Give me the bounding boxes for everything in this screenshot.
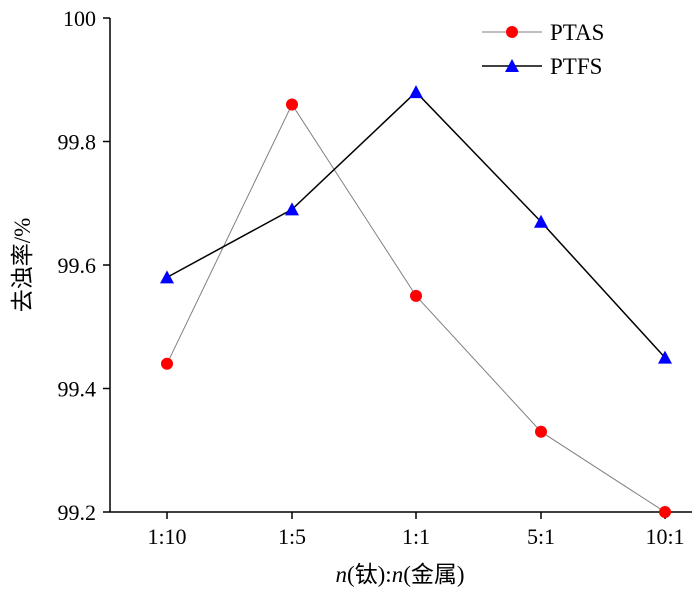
series-line-ptfs <box>166 91 666 359</box>
data-point-ptfs <box>534 214 548 228</box>
x-tick-label: 1:1 <box>402 524 430 549</box>
x-axis-label-part2: (金属) <box>403 562 464 587</box>
x-axis-label-part1: (钛): <box>347 562 392 587</box>
y-tick-label: 99.2 <box>58 500 97 525</box>
series-line-ptas <box>166 103 666 513</box>
y-tick-label: 99.8 <box>58 130 97 155</box>
x-tick-label: 1:5 <box>278 524 306 549</box>
legend-marker <box>506 26 518 38</box>
x-axis-label: n(钛):n(金属) <box>335 562 464 587</box>
data-point-ptfs <box>409 85 423 99</box>
data-point-ptas <box>286 98 298 111</box>
data-point-ptas <box>659 506 671 518</box>
legend-label: PTFS <box>550 54 602 79</box>
x-axis-label-n1: n <box>335 562 347 587</box>
data-point-ptfs <box>658 350 672 364</box>
y-tick-label: 100 <box>63 6 96 31</box>
data-point-ptas <box>161 357 173 370</box>
y-tick-label: 99.6 <box>58 253 97 278</box>
y-axis-label: 去浊率/% <box>10 218 35 313</box>
x-tick-label: 1:10 <box>147 524 186 549</box>
data-point-ptfs <box>160 270 174 284</box>
data-point-ptas <box>410 289 422 302</box>
legend: PTAS PTFS <box>482 20 604 79</box>
legend-marker <box>505 59 519 72</box>
x-tick-label: 10:1 <box>645 524 684 549</box>
series-ptfs <box>160 85 672 364</box>
data-point-ptfs <box>285 202 299 216</box>
x-axis-label-n2: n <box>392 562 404 587</box>
y-tick-label: 99.4 <box>58 377 97 402</box>
axes <box>109 18 692 513</box>
x-tick-label: 5:1 <box>527 524 555 549</box>
data-point-ptas <box>535 425 547 438</box>
legend-label: PTAS <box>550 20 604 45</box>
series-ptas <box>161 98 671 518</box>
